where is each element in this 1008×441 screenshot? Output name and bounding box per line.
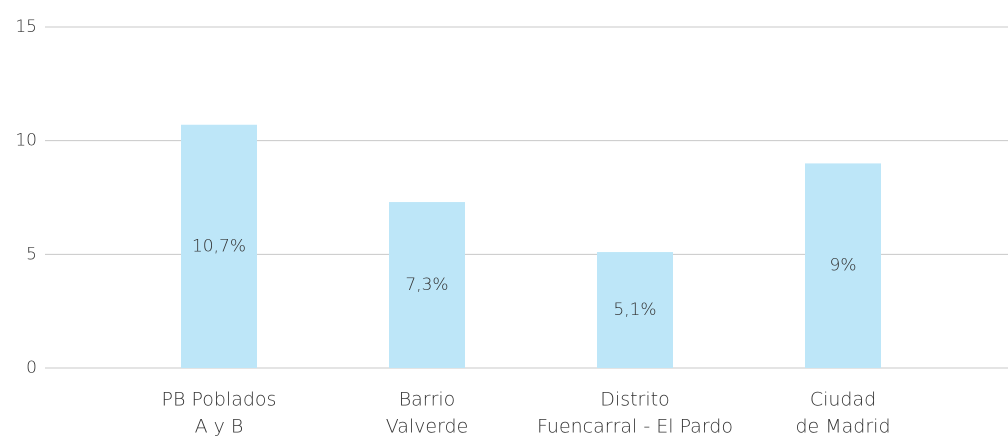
y-tick-label: 15 [15, 17, 37, 37]
x-tick-label: A y B [195, 416, 244, 438]
value-label: 7,3% [405, 275, 448, 295]
x-tick-label: Fuencarral - El Pardo [537, 416, 733, 438]
x-tick-label: Valverde [386, 416, 469, 438]
x-tick-label: Ciudad [810, 389, 876, 411]
x-tick-label: de Madrid [795, 416, 890, 438]
y-tick-label: 10 [15, 131, 37, 151]
value-label: 5,1% [613, 300, 656, 320]
bar [389, 202, 465, 368]
bar [181, 124, 257, 369]
bar [805, 163, 881, 368]
x-tick-label: PB Poblados [162, 389, 277, 411]
y-tick-label: 5 [26, 244, 37, 264]
value-label: 10,7% [192, 236, 246, 256]
value-label: 9% [830, 256, 857, 276]
x-tick-label: Barrio [399, 389, 456, 411]
y-tick-label: 0 [26, 358, 37, 378]
x-tick-label: Distrito [600, 389, 669, 411]
bar [597, 252, 673, 368]
